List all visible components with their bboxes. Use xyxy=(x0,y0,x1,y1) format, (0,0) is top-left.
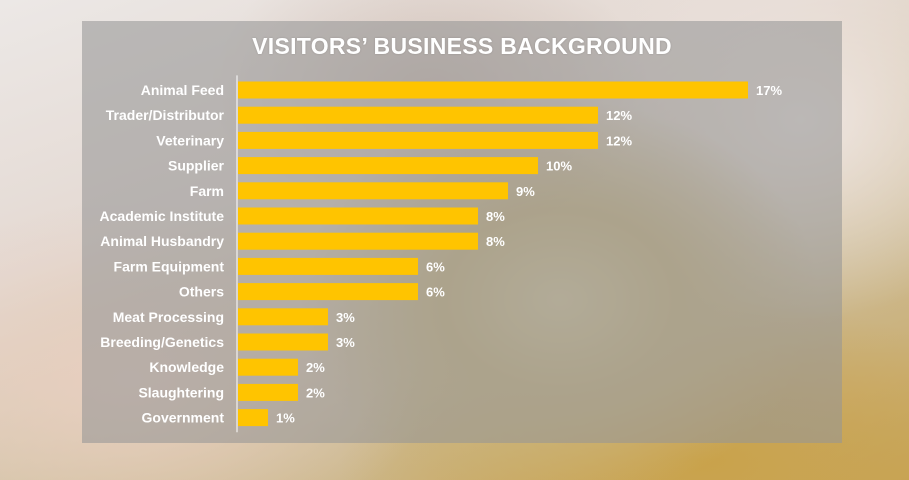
data-label: 17% xyxy=(756,83,782,98)
data-label: 8% xyxy=(486,209,505,224)
data-label: 12% xyxy=(606,108,632,123)
category-label: Farm xyxy=(190,183,224,199)
category-label: Academic Institute xyxy=(100,208,225,224)
bar xyxy=(238,283,418,301)
category-label: Meat Processing xyxy=(113,309,224,325)
bar xyxy=(238,308,328,326)
bar xyxy=(238,358,298,376)
category-label: Farm Equipment xyxy=(114,258,225,274)
data-label: 3% xyxy=(336,310,355,325)
bar xyxy=(238,131,598,149)
category-label: Government xyxy=(142,410,225,426)
category-label: Veterinary xyxy=(156,132,224,148)
bar xyxy=(238,383,298,401)
chart-title: VISITORS’ BUSINESS BACKGROUND xyxy=(252,33,672,59)
bar xyxy=(238,106,598,124)
category-label: Supplier xyxy=(168,158,225,174)
data-label: 3% xyxy=(336,335,355,350)
category-label: Knowledge xyxy=(149,359,224,375)
bar xyxy=(238,81,748,99)
data-label: 10% xyxy=(546,159,572,174)
bar xyxy=(238,207,478,225)
data-label: 1% xyxy=(276,411,295,426)
bar xyxy=(238,182,508,200)
data-label: 2% xyxy=(306,385,325,400)
category-label: Breeding/Genetics xyxy=(100,334,224,350)
bar xyxy=(238,232,478,250)
category-label: Trader/Distributor xyxy=(106,107,225,123)
category-label: Others xyxy=(179,284,224,300)
data-label: 9% xyxy=(516,184,535,199)
data-label: 8% xyxy=(486,234,505,249)
category-label: Animal Feed xyxy=(141,82,224,98)
bar-chart: Animal Feed 17% Trader/Distributor 12% Veter… xyxy=(100,75,782,433)
bar xyxy=(238,257,418,275)
data-label: 2% xyxy=(306,360,325,375)
chart-panel: Animal Feed 17% Trader/Distributor 12% Veter… xyxy=(82,21,842,443)
data-label: 6% xyxy=(426,259,445,274)
bar xyxy=(238,333,328,351)
data-label: 6% xyxy=(426,285,445,300)
data-label: 12% xyxy=(606,133,632,148)
bar xyxy=(238,409,268,427)
bar xyxy=(238,157,538,175)
category-label: Slaughtering xyxy=(138,384,224,400)
category-label: Animal Husbandry xyxy=(100,233,224,249)
